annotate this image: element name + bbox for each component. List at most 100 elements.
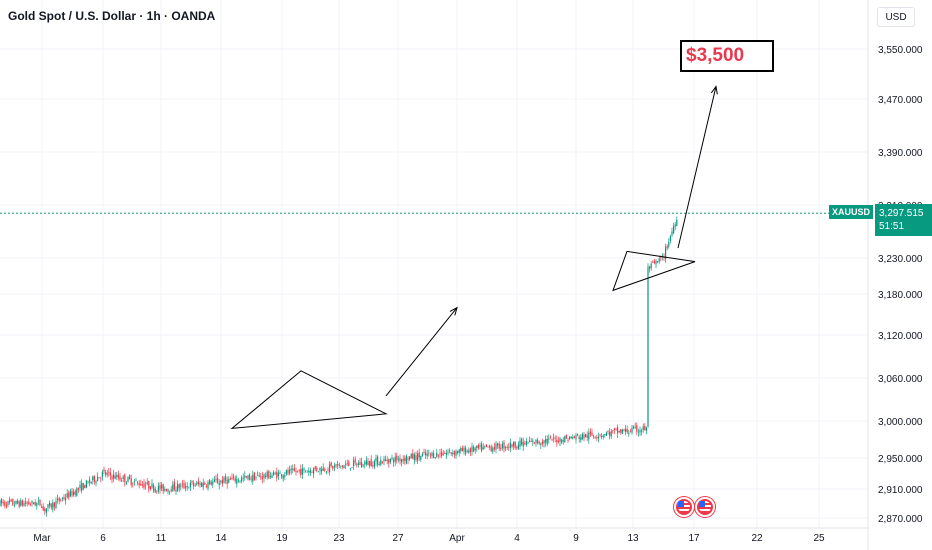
candle xyxy=(409,456,411,462)
candle xyxy=(351,466,353,468)
candle xyxy=(573,435,575,439)
candle xyxy=(354,456,356,466)
candle xyxy=(353,456,355,470)
candle xyxy=(381,460,383,464)
candle xyxy=(538,440,540,446)
candle xyxy=(327,466,329,474)
candle xyxy=(116,471,118,481)
candle xyxy=(657,261,659,264)
candle xyxy=(637,428,639,437)
candle xyxy=(394,452,396,466)
candle xyxy=(313,467,315,479)
candle xyxy=(396,452,398,464)
candle xyxy=(316,465,318,473)
candle xyxy=(455,449,457,459)
candle xyxy=(658,255,660,264)
triangle-pattern[interactable] xyxy=(230,370,388,430)
projection-arrow[interactable] xyxy=(677,85,718,249)
candle xyxy=(173,479,175,492)
candle xyxy=(242,473,244,483)
candle xyxy=(468,447,470,454)
candle xyxy=(236,475,238,488)
candle xyxy=(548,434,550,444)
price-tick-label: 3,060.000 xyxy=(878,374,923,385)
candle xyxy=(154,486,156,494)
symbol-price-tag: XAUUSD xyxy=(829,205,874,219)
currency-button[interactable]: USD xyxy=(877,7,915,27)
candle xyxy=(653,258,655,265)
candle xyxy=(655,259,657,269)
candle xyxy=(285,469,287,476)
candle xyxy=(489,444,491,451)
candle xyxy=(641,428,643,436)
candle xyxy=(337,460,339,470)
candle xyxy=(569,435,571,441)
candle xyxy=(457,450,459,455)
candle xyxy=(487,446,489,448)
candle xyxy=(332,465,334,471)
candle xyxy=(23,500,25,507)
candle xyxy=(20,498,22,507)
last-price-value: 3,297.515 xyxy=(879,208,924,219)
candle xyxy=(479,442,481,450)
candle xyxy=(210,479,212,486)
candle xyxy=(93,475,95,485)
candle xyxy=(380,456,382,467)
candle xyxy=(97,472,99,482)
candle xyxy=(564,435,566,443)
time-tick-label: 22 xyxy=(751,533,763,544)
candle xyxy=(276,467,278,482)
candle xyxy=(545,435,547,447)
candle xyxy=(402,455,404,464)
candle xyxy=(413,452,415,465)
candle xyxy=(127,476,129,483)
time-tick-label: 17 xyxy=(688,533,700,544)
candle xyxy=(625,425,627,436)
time-tick-label: Apr xyxy=(449,533,465,544)
candle xyxy=(346,459,348,467)
candle xyxy=(671,227,673,238)
candle xyxy=(341,464,343,470)
candle xyxy=(212,478,214,489)
us-flag-icon[interactable] xyxy=(674,497,694,517)
candle xyxy=(388,458,390,468)
candle xyxy=(148,480,150,493)
candle xyxy=(5,501,7,509)
candle xyxy=(77,487,79,494)
candle xyxy=(284,471,286,481)
triangle-pattern[interactable] xyxy=(612,250,696,292)
candle xyxy=(81,479,83,494)
candle xyxy=(511,443,513,449)
candle xyxy=(194,483,196,487)
candle xyxy=(172,480,174,492)
candle xyxy=(260,473,262,481)
candle xyxy=(417,450,419,464)
us-flag-icon[interactable] xyxy=(695,497,715,517)
price-tick-label: 3,230.000 xyxy=(878,254,923,265)
candle xyxy=(514,441,516,450)
candle xyxy=(513,441,515,450)
candle xyxy=(577,433,579,437)
candle xyxy=(261,472,263,484)
candle xyxy=(156,490,158,494)
candle xyxy=(241,475,243,484)
candle xyxy=(533,442,535,445)
projection-arrow[interactable] xyxy=(385,306,458,397)
drawing-annotations xyxy=(230,85,718,430)
candle xyxy=(501,440,503,451)
candle xyxy=(585,433,587,438)
target-label[interactable]: $3,500 xyxy=(680,40,774,72)
candle xyxy=(474,446,476,454)
candle xyxy=(469,447,471,457)
candle xyxy=(111,474,113,484)
time-tick-label: Mar xyxy=(33,533,51,544)
candle xyxy=(149,485,151,491)
candle xyxy=(146,478,148,486)
candle xyxy=(549,435,551,440)
candle xyxy=(60,498,62,503)
candle xyxy=(634,422,636,429)
candle xyxy=(290,465,292,475)
candle xyxy=(477,443,479,451)
candle xyxy=(386,456,388,465)
